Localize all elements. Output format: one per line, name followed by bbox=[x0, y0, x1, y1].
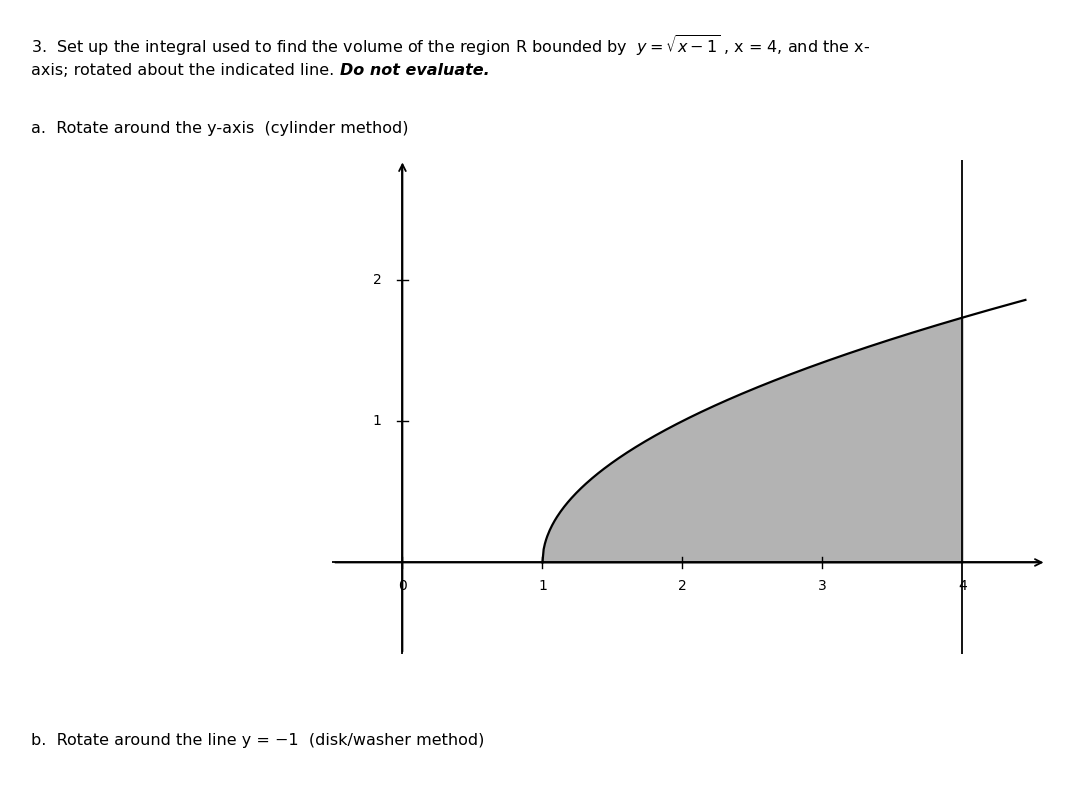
Text: 1: 1 bbox=[373, 414, 382, 428]
Text: a.  Rotate around the y-axis  (cylinder method): a. Rotate around the y-axis (cylinder me… bbox=[31, 121, 408, 136]
Text: 2: 2 bbox=[678, 579, 687, 594]
Text: 3.  Set up the integral used to find the volume of the region R bounded by  $y =: 3. Set up the integral used to find the … bbox=[31, 34, 870, 58]
Text: b.  Rotate around the line y = −1  (disk/washer method): b. Rotate around the line y = −1 (disk/w… bbox=[31, 733, 484, 748]
Text: 2: 2 bbox=[373, 273, 382, 286]
Text: 3: 3 bbox=[818, 579, 827, 594]
Text: Do not evaluate.: Do not evaluate. bbox=[340, 63, 489, 78]
Text: axis; rotated about the indicated line.: axis; rotated about the indicated line. bbox=[31, 63, 344, 78]
Text: 4: 4 bbox=[958, 579, 967, 594]
Text: 1: 1 bbox=[538, 579, 547, 594]
Text: 0: 0 bbox=[398, 579, 407, 594]
